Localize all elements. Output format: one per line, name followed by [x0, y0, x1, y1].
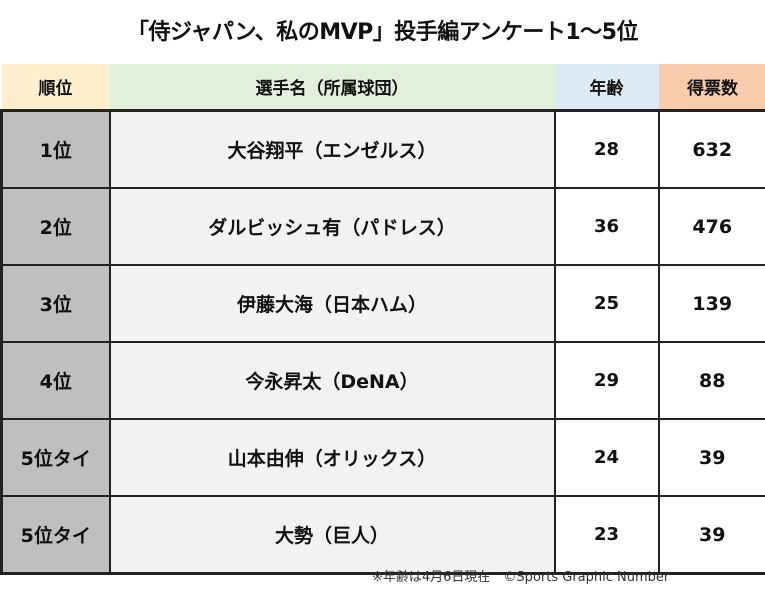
cell-rank: 1位 [0, 109, 111, 189]
header-votes: 得票数 [658, 64, 765, 111]
cell-rank: 5位タイ [0, 418, 111, 497]
cell-votes: 39 [657, 418, 765, 497]
page-title: 「侍ジャパン、私のMVP」投手編アンケート1〜5位 [127, 20, 638, 45]
cell-age: 24 [553, 418, 660, 497]
cell-votes: 139 [657, 264, 765, 343]
cell-rank: 3位 [0, 264, 111, 343]
cell-age: 23 [553, 495, 660, 575]
cell-age: 29 [553, 341, 660, 420]
cell-age: 28 [553, 109, 660, 189]
header-rank: 順位 [1, 64, 110, 111]
table-row: 1位 大谷翔平（エンゼルス） 28 632 [0, 109, 765, 189]
cell-name: 伊藤大海（日本ハム） [108, 264, 556, 343]
table-row: 2位 ダルビッシュ有（パドレス） 36 476 [0, 187, 765, 266]
footnote: ※年齢は4月6日現在 ©Sports Graphic Number [372, 570, 670, 585]
cell-name: 大勢（巨人） [108, 495, 556, 575]
table-row: 5位タイ 山本由伸（オリックス） 24 39 [0, 418, 765, 497]
table-header: 順位 選手名（所属球団） 年齢 得票数 [1, 64, 765, 111]
cell-name: 山本由伸（オリックス） [108, 418, 556, 497]
ranking-table: 順位 選手名（所属球団） 年齢 得票数 1位 大谷翔平（エンゼルス） 28 632 2位… [0, 64, 765, 575]
cell-votes: 88 [657, 341, 765, 420]
cell-votes: 632 [657, 109, 765, 189]
table-row: 3位 伊藤大海（日本ハム） 25 139 [0, 264, 765, 343]
cell-name: ダルビッシュ有（パドレス） [108, 187, 556, 266]
cell-name: 今永昇太（DeNA） [108, 341, 556, 420]
cell-votes: 476 [657, 187, 765, 266]
table-row: 5位タイ 大勢（巨人） 23 39 [0, 495, 765, 575]
cell-name: 大谷翔平（エンゼルス） [108, 109, 556, 189]
cell-rank: 5位タイ [0, 495, 111, 575]
cell-age: 36 [553, 187, 660, 266]
header-name: 選手名（所属球団） [109, 64, 555, 111]
cell-votes: 39 [657, 495, 765, 575]
table-row: 4位 今永昇太（DeNA） 29 88 [0, 341, 765, 420]
cell-age: 25 [553, 264, 660, 343]
cell-rank: 2位 [0, 187, 111, 266]
header-age: 年齢 [554, 64, 659, 111]
cell-rank: 4位 [0, 341, 111, 420]
